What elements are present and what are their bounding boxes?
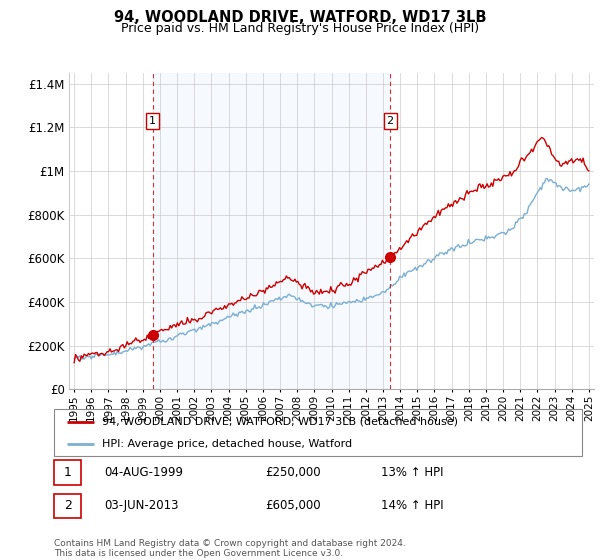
Bar (54, 493, 82, 519)
Bar (153, 73, 390, 389)
Text: 1: 1 (149, 116, 156, 126)
Text: 14% ↑ HPI: 14% ↑ HPI (382, 500, 444, 512)
Bar (54, 460, 82, 485)
Text: £250,000: £250,000 (265, 466, 321, 479)
Text: 1: 1 (64, 466, 71, 479)
Text: 04-AUG-1999: 04-AUG-1999 (104, 466, 183, 479)
Text: 94, WOODLAND DRIVE, WATFORD, WD17 3LB (detached house): 94, WOODLAND DRIVE, WATFORD, WD17 3LB (d… (101, 417, 458, 427)
Text: 03-JUN-2013: 03-JUN-2013 (104, 500, 179, 512)
Text: HPI: Average price, detached house, Watford: HPI: Average price, detached house, Watf… (101, 438, 352, 449)
Text: Price paid vs. HM Land Registry's House Price Index (HPI): Price paid vs. HM Land Registry's House … (121, 22, 479, 35)
Text: Contains HM Land Registry data © Crown copyright and database right 2024.
This d: Contains HM Land Registry data © Crown c… (54, 539, 406, 558)
Text: 94, WOODLAND DRIVE, WATFORD, WD17 3LB: 94, WOODLAND DRIVE, WATFORD, WD17 3LB (114, 10, 486, 25)
Text: 2: 2 (64, 500, 71, 512)
Text: 13% ↑ HPI: 13% ↑ HPI (382, 466, 444, 479)
Text: £605,000: £605,000 (265, 500, 321, 512)
Text: 2: 2 (386, 116, 394, 126)
